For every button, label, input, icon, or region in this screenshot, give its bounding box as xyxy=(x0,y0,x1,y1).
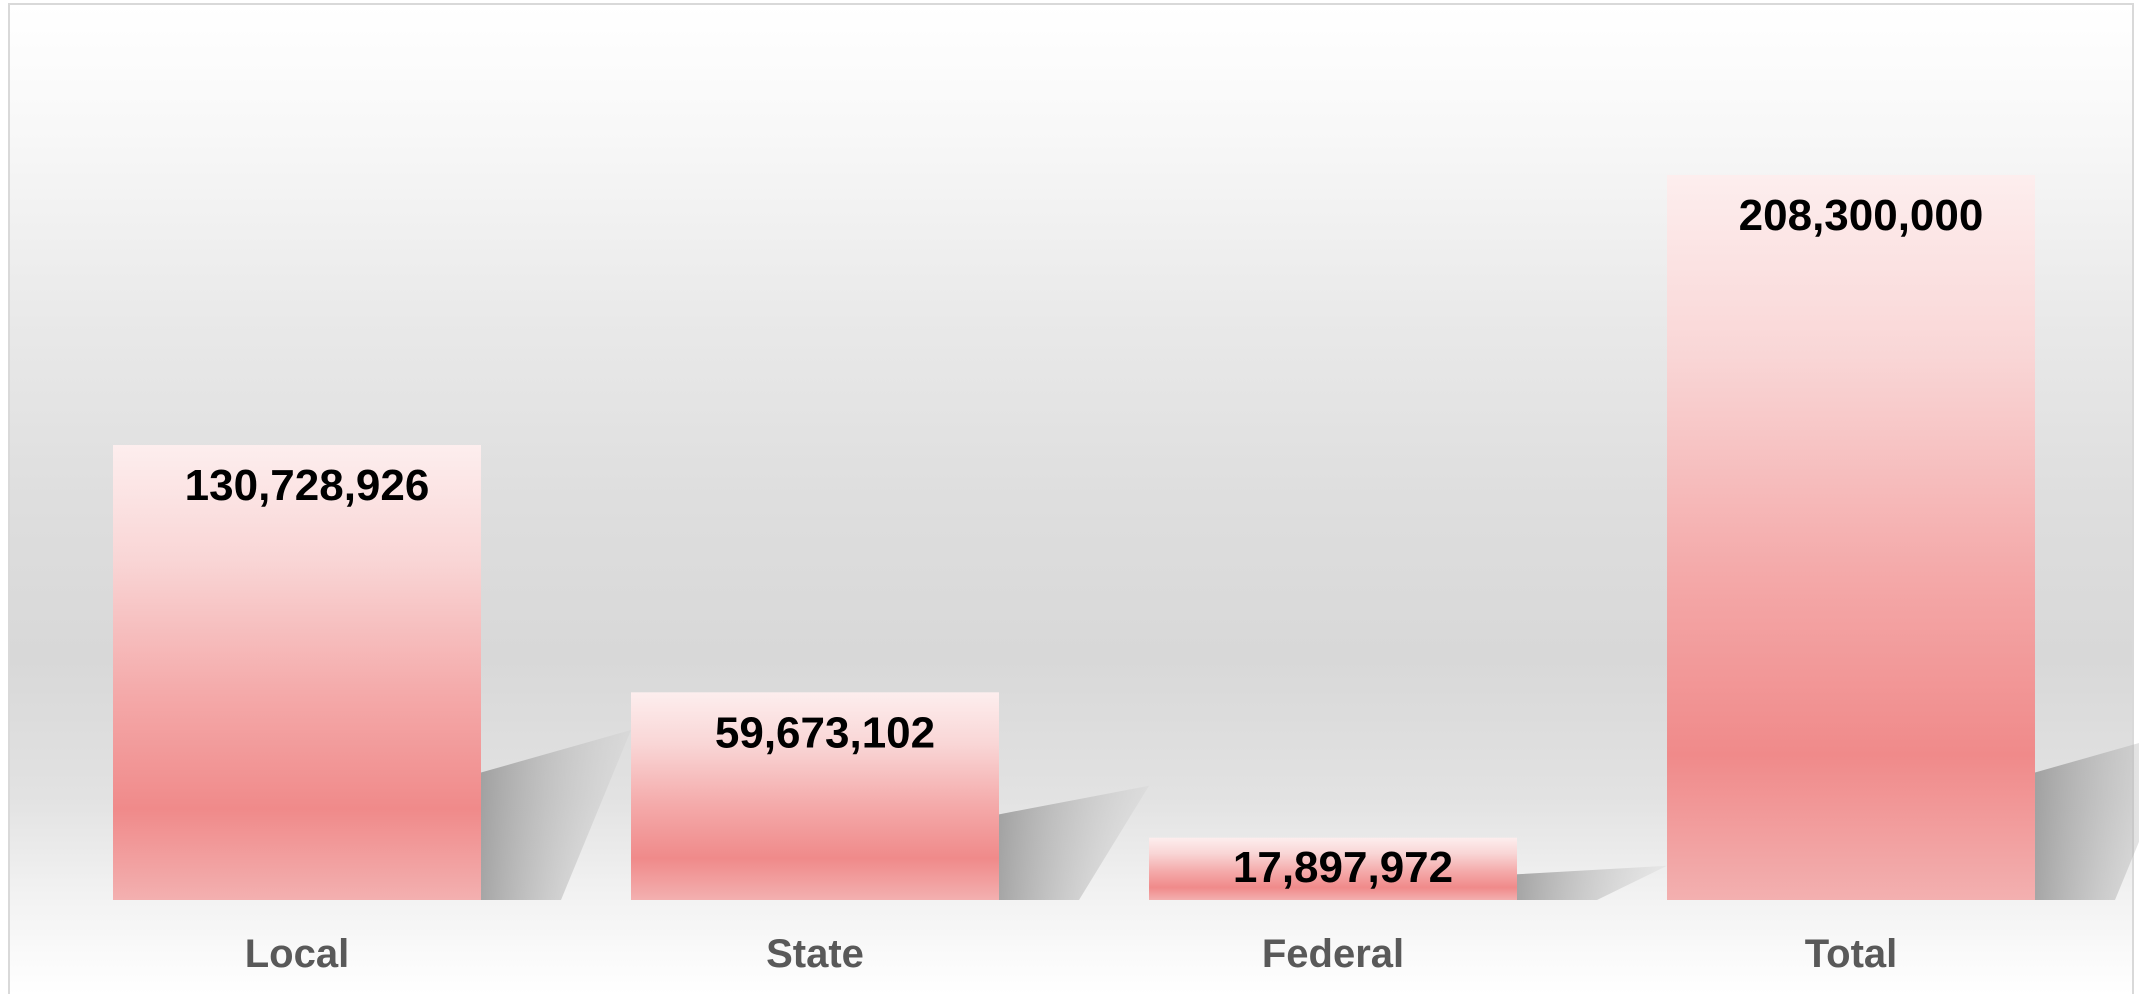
data-label-local: 130,728,926 xyxy=(185,461,430,510)
bar-shadow-state xyxy=(999,785,1149,900)
bars xyxy=(113,175,2035,900)
bar-shadow-total xyxy=(2035,743,2139,900)
bar-total xyxy=(1667,175,2035,900)
category-label-total: Total xyxy=(1805,932,1898,976)
category-label-state: State xyxy=(766,932,864,976)
data-label-state: 59,673,102 xyxy=(715,708,935,757)
data-label-total: 208,300,000 xyxy=(1739,191,1984,240)
bar-shadow-federal xyxy=(1517,865,1667,900)
value-labels: 130,728,926 59,673,102 17,897,972 208,300,0… xyxy=(185,191,1984,892)
bar-federal xyxy=(1149,837,1517,900)
bar-state xyxy=(631,692,999,900)
data-label-federal: 17,897,972 xyxy=(1233,843,1453,892)
bar-shadows xyxy=(481,730,2139,900)
category-label-federal: Federal xyxy=(1262,932,1404,976)
bar-local xyxy=(113,444,481,900)
category-label-local: Local xyxy=(245,932,349,976)
bar-shadow-local xyxy=(481,730,631,900)
category-labels: Local State Federal Total xyxy=(245,932,1898,976)
